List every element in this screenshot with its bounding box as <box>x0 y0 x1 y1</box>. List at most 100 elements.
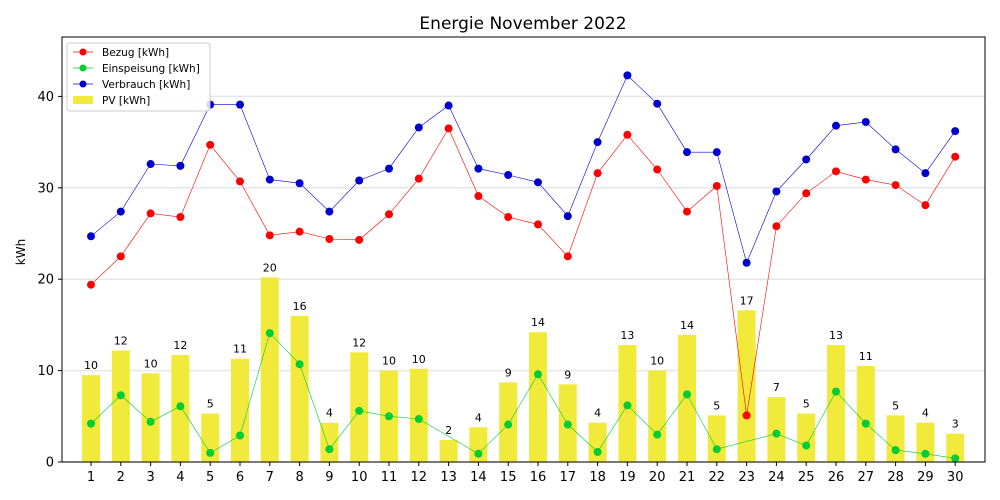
bar-day-7 <box>260 277 279 462</box>
bar-day-6 <box>231 358 249 462</box>
bar-value-label: 14 <box>531 316 545 329</box>
bar-value-label: 10 <box>84 359 98 372</box>
bar-value-label: 4 <box>326 407 333 420</box>
series-0-point-day-3 <box>146 209 155 218</box>
x-tick-label: 5 <box>206 470 214 485</box>
x-tick-label: 9 <box>325 470 333 485</box>
series-1-point-day-19 <box>623 401 632 410</box>
series-1-point-day-12 <box>414 415 423 424</box>
series-2-point-day-14 <box>474 164 483 173</box>
y-axis-label: kWh <box>14 239 28 265</box>
bar-value-label: 5 <box>713 399 720 412</box>
series-1-point-day-20 <box>653 430 662 439</box>
x-tick-label: 1 <box>87 470 95 485</box>
legend-bar-swatch <box>73 96 93 104</box>
series-2-point-day-16 <box>534 178 542 187</box>
y-tick-label: 30 <box>37 181 54 196</box>
x-tick-label: 13 <box>440 470 457 485</box>
x-tick-label: 28 <box>887 470 904 485</box>
series-2-point-day-3 <box>146 160 155 169</box>
bar-day-16 <box>529 332 547 462</box>
series-1-point-day-7 <box>265 329 274 338</box>
y-tick-label: 0 <box>46 456 54 471</box>
series-2-point-day-6 <box>236 100 244 109</box>
series-0-point-day-22 <box>712 181 721 190</box>
series-1-point-day-5 <box>206 448 215 457</box>
x-tick-label: 12 <box>411 470 428 485</box>
legend-marker <box>79 80 87 88</box>
bar-day-21 <box>678 334 696 462</box>
bar-value-label: 11 <box>859 350 873 363</box>
series-1-point-day-4 <box>176 402 185 411</box>
series-line-2 <box>90 74 956 264</box>
series-0-point-day-27 <box>861 175 870 184</box>
series-1-point-day-15 <box>504 420 513 429</box>
x-tick-label: 14 <box>470 470 487 485</box>
series-0-point-day-20 <box>653 165 662 174</box>
series-1-point-day-11 <box>385 412 393 421</box>
series-1-point-day-29 <box>921 449 930 458</box>
x-tick-label: 24 <box>768 470 785 485</box>
x-tick-label: 4 <box>176 470 184 485</box>
series-2-point-day-27 <box>861 118 870 126</box>
series-line-1 <box>90 332 956 459</box>
bar-day-5 <box>201 413 220 462</box>
series-0-point-day-24 <box>772 222 781 231</box>
legend-label: Bezug [kWh] <box>102 47 169 59</box>
series-2-point-day-7 <box>265 175 274 184</box>
series-2-point-day-19 <box>623 71 632 80</box>
series-2-point-day-24 <box>772 187 781 196</box>
series-1-point-day-28 <box>891 446 900 455</box>
bar-value-label: 3 <box>952 418 959 431</box>
series-0-point-day-17 <box>563 252 572 261</box>
bar-day-8 <box>290 315 309 462</box>
series-1-point-day-9 <box>325 445 334 454</box>
x-tick-label: 11 <box>381 470 398 485</box>
series-0-point-day-21 <box>683 207 691 216</box>
bar-value-label: 12 <box>173 339 187 352</box>
x-tick-label: 19 <box>619 470 636 485</box>
bar-day-28 <box>886 415 905 462</box>
series-0-point-day-12 <box>414 174 423 183</box>
legend-box <box>66 42 211 112</box>
bar-day-29 <box>916 422 935 462</box>
series-1-point-day-2 <box>116 391 125 400</box>
bar-value-label: 12 <box>114 334 128 347</box>
y-tick-label: 20 <box>37 273 54 288</box>
series-1-point-day-24 <box>772 429 781 438</box>
x-tick-label: 22 <box>709 470 726 485</box>
series-1-point-day-18 <box>593 447 602 456</box>
bar-value-label: 16 <box>293 300 307 313</box>
y-tick-label: 10 <box>37 364 54 379</box>
series-2-point-day-20 <box>653 99 662 108</box>
bar-day-30 <box>946 433 965 462</box>
x-tick-label: 17 <box>560 470 577 485</box>
bar-value-label: 9 <box>564 368 571 381</box>
x-tick-label: 18 <box>589 470 606 485</box>
series-2-point-day-1 <box>87 232 95 241</box>
x-tick-label: 6 <box>236 470 244 485</box>
bar-value-label: 4 <box>922 407 929 420</box>
series-1-point-day-10 <box>355 406 364 415</box>
x-tick-label: 16 <box>530 470 547 485</box>
bar-value-label: 10 <box>412 353 426 366</box>
series-2-point-day-18 <box>593 138 602 147</box>
series-1-point-day-14 <box>474 449 483 458</box>
bar-value-label: 10 <box>382 355 396 368</box>
x-tick-label: 23 <box>738 470 755 485</box>
series-2-point-day-11 <box>385 164 393 173</box>
series-2-point-day-8 <box>295 179 304 188</box>
series-1-point-day-27 <box>861 419 870 428</box>
series-1-point-day-3 <box>146 417 155 426</box>
legend: Bezug [kWh] Einspeisung [kWh] Verbrauch [k… <box>66 42 211 112</box>
bar-value-label: 20 <box>263 261 277 274</box>
series-1-point-day-8 <box>295 360 304 369</box>
x-tick-label: 21 <box>679 470 696 485</box>
series-0-point-day-6 <box>236 177 244 186</box>
legend-label: Verbrauch [kWh] <box>102 79 190 91</box>
x-tick-label: 8 <box>295 470 303 485</box>
bar-series-pv: 10 12 10 12 5 11 20 16 4 12 10 10 2 4 9 14 9 4 13 10 14 5 17 7 5… <box>82 261 965 462</box>
series-2-point-day-29 <box>921 169 930 178</box>
series-0-point-day-19 <box>623 130 632 139</box>
